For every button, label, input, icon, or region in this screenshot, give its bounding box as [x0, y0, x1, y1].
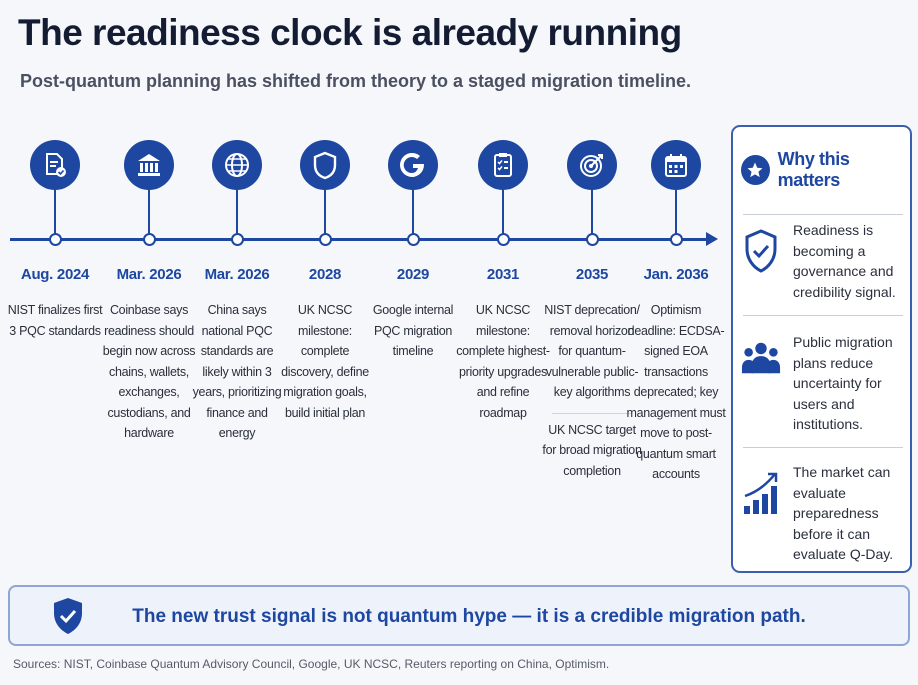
- target-icon: [567, 140, 617, 190]
- event-description: Coinbase says readiness should begin now…: [102, 303, 196, 440]
- checklist-icon: [478, 140, 528, 190]
- calendar-icon: [651, 140, 701, 190]
- timeline-marker: [406, 233, 420, 246]
- event-date: 2035: [575, 266, 609, 283]
- why-this-matters-panel: Why this matters Readiness is becoming a…: [731, 125, 912, 573]
- divider: [552, 412, 632, 414]
- banner-text: The new trust signal is not quantum hype…: [132, 606, 806, 627]
- event-description: Optimism deadline: ECDSA-signed EOA tran…: [626, 303, 726, 481]
- timeline-event: 2029 Google internal PQC migration timel…: [363, 266, 463, 362]
- timeline-arrow-icon: [706, 232, 718, 246]
- bank-icon: [124, 140, 174, 190]
- divider: [743, 214, 903, 215]
- event-description: China says national PQC standards are li…: [192, 303, 282, 440]
- event-date: 2028: [308, 266, 342, 283]
- page-subtitle: Post-quantum planning has shifted from t…: [20, 71, 692, 91]
- page-title: The readiness clock is already running: [18, 12, 682, 53]
- event-date: 2029: [396, 266, 430, 283]
- document-check-icon: [30, 140, 80, 190]
- shield-check-icon: [741, 220, 781, 274]
- timeline-marker: [585, 233, 599, 246]
- timeline-event: Mar. 2026 Coinbase says readiness should…: [99, 266, 199, 444]
- timeline-event: 2035 NIST deprecation/ removal horizon f…: [542, 266, 642, 481]
- people-icon: [741, 332, 781, 376]
- event-description: NIST finalizes first 3 PQC standards: [7, 303, 103, 338]
- timeline-stem: [675, 190, 677, 234]
- timeline-stem: [148, 190, 150, 234]
- growth-chart-icon: [741, 462, 781, 516]
- divider: [743, 315, 903, 316]
- timeline-event: Aug. 2024 NIST finalizes first 3 PQC sta…: [5, 266, 105, 341]
- timeline-stem: [502, 190, 504, 234]
- event-description: UK NCSC milestone: complete discovery, d…: [281, 303, 369, 420]
- event-date: Mar. 2026: [204, 266, 270, 283]
- timeline-stem: [54, 190, 56, 234]
- google-icon: [388, 140, 438, 190]
- timeline-stem: [236, 190, 238, 234]
- timeline-event: 2031 UK NCSC milestone: complete highest…: [453, 266, 553, 423]
- timeline-marker: [230, 233, 244, 246]
- timeline-axis: [10, 238, 710, 241]
- shield-check-icon: [52, 597, 84, 640]
- timeline-marker: [142, 233, 156, 246]
- timeline-stem: [412, 190, 414, 234]
- event-date: Aug. 2024: [20, 266, 90, 283]
- event-description: UK NCSC milestone: complete highest-prio…: [456, 303, 550, 420]
- event-date: 2031: [486, 266, 520, 283]
- panel-item: Public migration plans reduce uncertaint…: [741, 332, 906, 435]
- globe-icon: [212, 140, 262, 190]
- timeline-event: Jan. 2036 Optimism deadline: ECDSA-signe…: [626, 266, 726, 485]
- event-description-secondary: UK NCSC target for broad migration compl…: [542, 422, 642, 478]
- star-icon: [741, 155, 770, 185]
- timeline-marker: [48, 233, 62, 246]
- divider: [743, 447, 903, 448]
- timeline-stem: [324, 190, 326, 234]
- timeline-event: 2028 UK NCSC milestone: complete discove…: [275, 266, 375, 423]
- key-message-banner: The new trust signal is not quantum hype…: [8, 585, 910, 646]
- sources-note: Sources: NIST, Coinbase Quantum Advisory…: [13, 657, 610, 671]
- shield-icon: [300, 140, 350, 190]
- event-date: Mar. 2026: [116, 266, 182, 283]
- event-description: NIST deprecation/ removal horizon for qu…: [544, 303, 640, 399]
- panel-title: Why this matters: [777, 149, 850, 190]
- timeline-marker: [669, 233, 683, 246]
- panel-item: The market can evaluate preparedness bef…: [741, 462, 906, 565]
- timeline-stem: [591, 190, 593, 234]
- timeline-marker: [318, 233, 332, 246]
- timeline-event: Mar. 2026 China says national PQC standa…: [187, 266, 287, 444]
- panel-item: Readiness is becoming a governance and c…: [741, 220, 906, 302]
- event-date: Jan. 2036: [643, 266, 709, 283]
- event-description: Google internal PQC migration timeline: [372, 303, 454, 358]
- timeline-marker: [496, 233, 510, 246]
